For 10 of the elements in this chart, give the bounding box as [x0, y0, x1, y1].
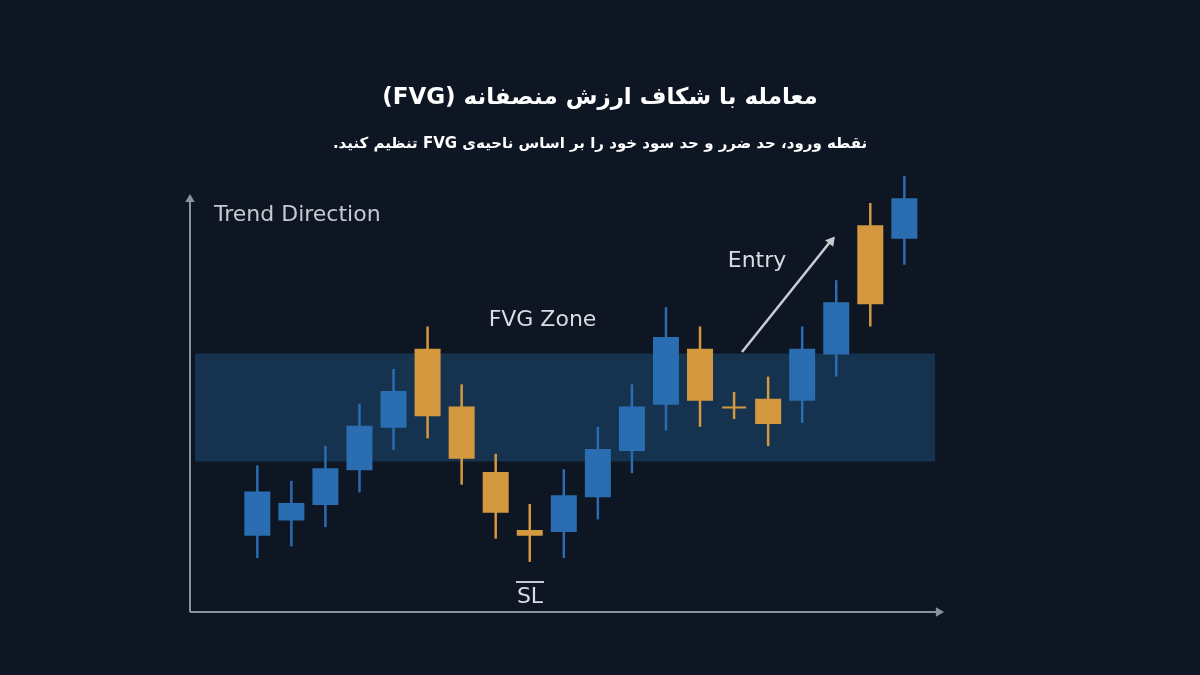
- band-label: FVG Zone: [488, 306, 597, 332]
- candlestick: [278, 479, 305, 548]
- y-axis-title: Trend Direction: [213, 201, 381, 226]
- candlestick: [755, 375, 782, 448]
- chart-subtitle: نقطه ورود، حد ضرر و حد سود خود را بر اساس ناحیه‌ی FVG تنظیم کنید.: [332, 134, 868, 152]
- candlestick: [516, 502, 543, 564]
- annotation: Entry: [727, 247, 787, 272]
- chart-title: معامله با شکاف ارزش منصفانه (FVG): [382, 83, 818, 110]
- candlestick: [721, 390, 748, 421]
- text: SL: [516, 583, 544, 608]
